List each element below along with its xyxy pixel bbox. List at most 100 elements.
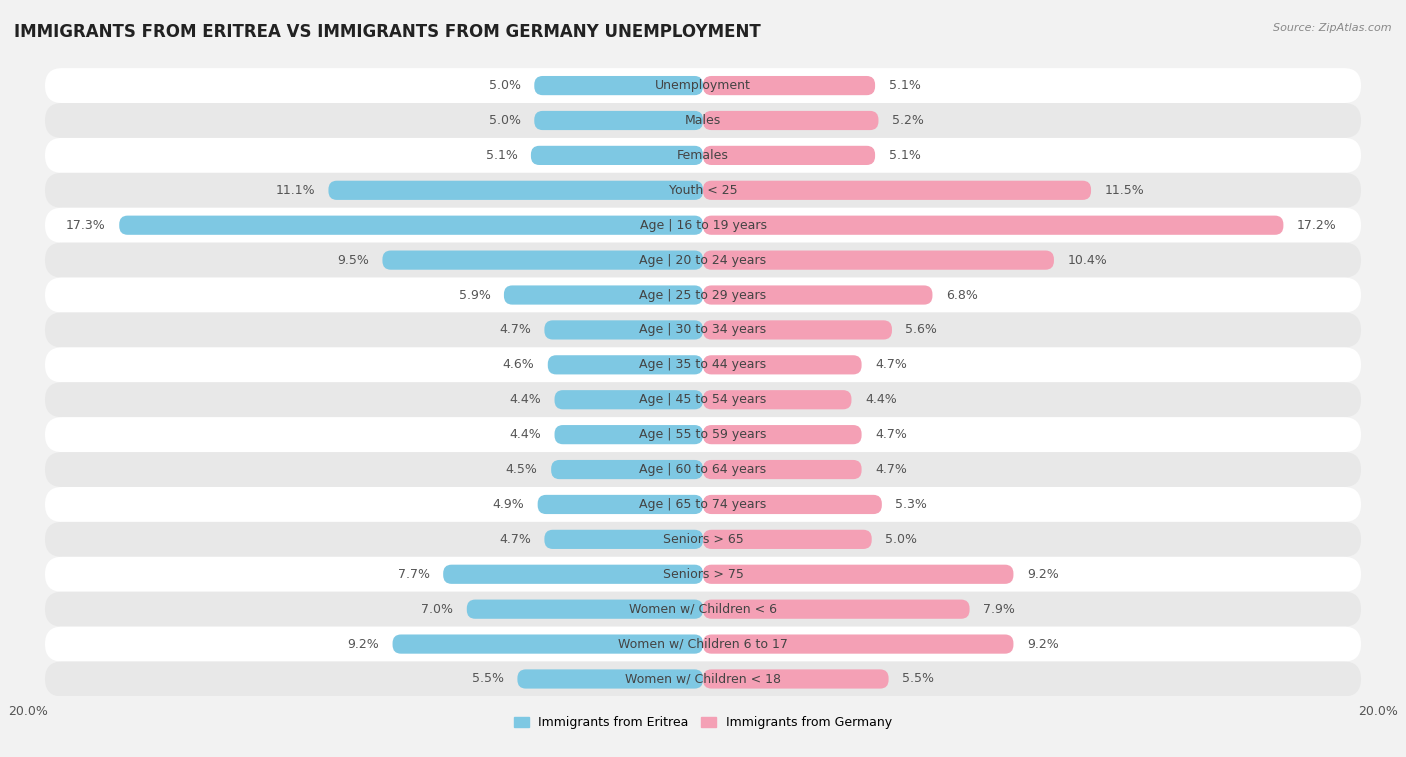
Text: 11.1%: 11.1% <box>276 184 315 197</box>
Text: Source: ZipAtlas.com: Source: ZipAtlas.com <box>1274 23 1392 33</box>
FancyBboxPatch shape <box>503 285 703 304</box>
Text: 4.7%: 4.7% <box>875 463 907 476</box>
Text: Females: Females <box>678 149 728 162</box>
FancyBboxPatch shape <box>45 522 1361 557</box>
FancyBboxPatch shape <box>45 173 1361 207</box>
FancyBboxPatch shape <box>45 662 1361 696</box>
Text: 4.4%: 4.4% <box>865 393 897 407</box>
Text: Age | 45 to 54 years: Age | 45 to 54 years <box>640 393 766 407</box>
Text: 7.7%: 7.7% <box>398 568 430 581</box>
Text: 4.5%: 4.5% <box>506 463 537 476</box>
FancyBboxPatch shape <box>517 669 703 689</box>
Text: Males: Males <box>685 114 721 127</box>
FancyBboxPatch shape <box>703 216 1284 235</box>
Text: 4.7%: 4.7% <box>499 323 531 336</box>
FancyBboxPatch shape <box>554 425 703 444</box>
Text: Age | 25 to 29 years: Age | 25 to 29 years <box>640 288 766 301</box>
FancyBboxPatch shape <box>551 460 703 479</box>
FancyBboxPatch shape <box>703 495 882 514</box>
FancyBboxPatch shape <box>45 487 1361 522</box>
FancyBboxPatch shape <box>45 207 1361 243</box>
FancyBboxPatch shape <box>534 111 703 130</box>
FancyBboxPatch shape <box>120 216 703 235</box>
Text: 4.7%: 4.7% <box>499 533 531 546</box>
FancyBboxPatch shape <box>537 495 703 514</box>
FancyBboxPatch shape <box>531 146 703 165</box>
Text: 4.7%: 4.7% <box>875 428 907 441</box>
Text: Age | 35 to 44 years: Age | 35 to 44 years <box>640 358 766 372</box>
Text: 5.0%: 5.0% <box>886 533 917 546</box>
FancyBboxPatch shape <box>45 313 1361 347</box>
FancyBboxPatch shape <box>544 530 703 549</box>
Text: Youth < 25: Youth < 25 <box>669 184 737 197</box>
FancyBboxPatch shape <box>45 278 1361 313</box>
Text: 4.4%: 4.4% <box>509 428 541 441</box>
FancyBboxPatch shape <box>703 565 1014 584</box>
FancyBboxPatch shape <box>534 76 703 95</box>
Text: Seniors > 75: Seniors > 75 <box>662 568 744 581</box>
FancyBboxPatch shape <box>554 390 703 410</box>
FancyBboxPatch shape <box>45 627 1361 662</box>
FancyBboxPatch shape <box>703 251 1054 269</box>
FancyBboxPatch shape <box>329 181 703 200</box>
FancyBboxPatch shape <box>45 103 1361 138</box>
FancyBboxPatch shape <box>703 181 1091 200</box>
FancyBboxPatch shape <box>45 138 1361 173</box>
FancyBboxPatch shape <box>703 600 970 618</box>
Text: 5.1%: 5.1% <box>485 149 517 162</box>
Text: Age | 16 to 19 years: Age | 16 to 19 years <box>640 219 766 232</box>
Text: Women w/ Children < 18: Women w/ Children < 18 <box>626 672 780 686</box>
Text: 5.3%: 5.3% <box>896 498 927 511</box>
Text: Age | 65 to 74 years: Age | 65 to 74 years <box>640 498 766 511</box>
FancyBboxPatch shape <box>703 425 862 444</box>
FancyBboxPatch shape <box>45 557 1361 592</box>
FancyBboxPatch shape <box>392 634 703 654</box>
Text: IMMIGRANTS FROM ERITREA VS IMMIGRANTS FROM GERMANY UNEMPLOYMENT: IMMIGRANTS FROM ERITREA VS IMMIGRANTS FR… <box>14 23 761 41</box>
Legend: Immigrants from Eritrea, Immigrants from Germany: Immigrants from Eritrea, Immigrants from… <box>509 711 897 734</box>
Text: 9.2%: 9.2% <box>1026 637 1059 650</box>
FancyBboxPatch shape <box>703 669 889 689</box>
Text: Age | 30 to 34 years: Age | 30 to 34 years <box>640 323 766 336</box>
FancyBboxPatch shape <box>544 320 703 340</box>
FancyBboxPatch shape <box>703 320 891 340</box>
FancyBboxPatch shape <box>548 355 703 375</box>
Text: 4.7%: 4.7% <box>875 358 907 372</box>
Text: 5.1%: 5.1% <box>889 149 921 162</box>
FancyBboxPatch shape <box>703 76 875 95</box>
FancyBboxPatch shape <box>45 592 1361 627</box>
FancyBboxPatch shape <box>45 347 1361 382</box>
FancyBboxPatch shape <box>703 146 875 165</box>
Text: 7.9%: 7.9% <box>983 603 1015 615</box>
Text: Age | 55 to 59 years: Age | 55 to 59 years <box>640 428 766 441</box>
Text: 17.3%: 17.3% <box>66 219 105 232</box>
Text: 17.2%: 17.2% <box>1296 219 1337 232</box>
Text: Age | 20 to 24 years: Age | 20 to 24 years <box>640 254 766 266</box>
Text: Women w/ Children 6 to 17: Women w/ Children 6 to 17 <box>619 637 787 650</box>
Text: 5.6%: 5.6% <box>905 323 938 336</box>
Text: 7.0%: 7.0% <box>422 603 453 615</box>
Text: 5.5%: 5.5% <box>472 672 503 686</box>
Text: Seniors > 65: Seniors > 65 <box>662 533 744 546</box>
FancyBboxPatch shape <box>45 382 1361 417</box>
Text: 5.9%: 5.9% <box>458 288 491 301</box>
Text: Unemployment: Unemployment <box>655 79 751 92</box>
FancyBboxPatch shape <box>703 111 879 130</box>
FancyBboxPatch shape <box>382 251 703 269</box>
FancyBboxPatch shape <box>703 355 862 375</box>
Text: 5.1%: 5.1% <box>889 79 921 92</box>
FancyBboxPatch shape <box>467 600 703 618</box>
FancyBboxPatch shape <box>443 565 703 584</box>
Text: Women w/ Children < 6: Women w/ Children < 6 <box>628 603 778 615</box>
Text: 4.4%: 4.4% <box>509 393 541 407</box>
Text: 5.2%: 5.2% <box>891 114 924 127</box>
FancyBboxPatch shape <box>703 530 872 549</box>
FancyBboxPatch shape <box>703 634 1014 654</box>
FancyBboxPatch shape <box>703 390 852 410</box>
Text: 5.0%: 5.0% <box>489 114 520 127</box>
Text: 5.0%: 5.0% <box>489 79 520 92</box>
Text: 11.5%: 11.5% <box>1105 184 1144 197</box>
Text: 4.6%: 4.6% <box>502 358 534 372</box>
Text: 10.4%: 10.4% <box>1067 254 1107 266</box>
Text: 9.2%: 9.2% <box>347 637 380 650</box>
FancyBboxPatch shape <box>703 285 932 304</box>
